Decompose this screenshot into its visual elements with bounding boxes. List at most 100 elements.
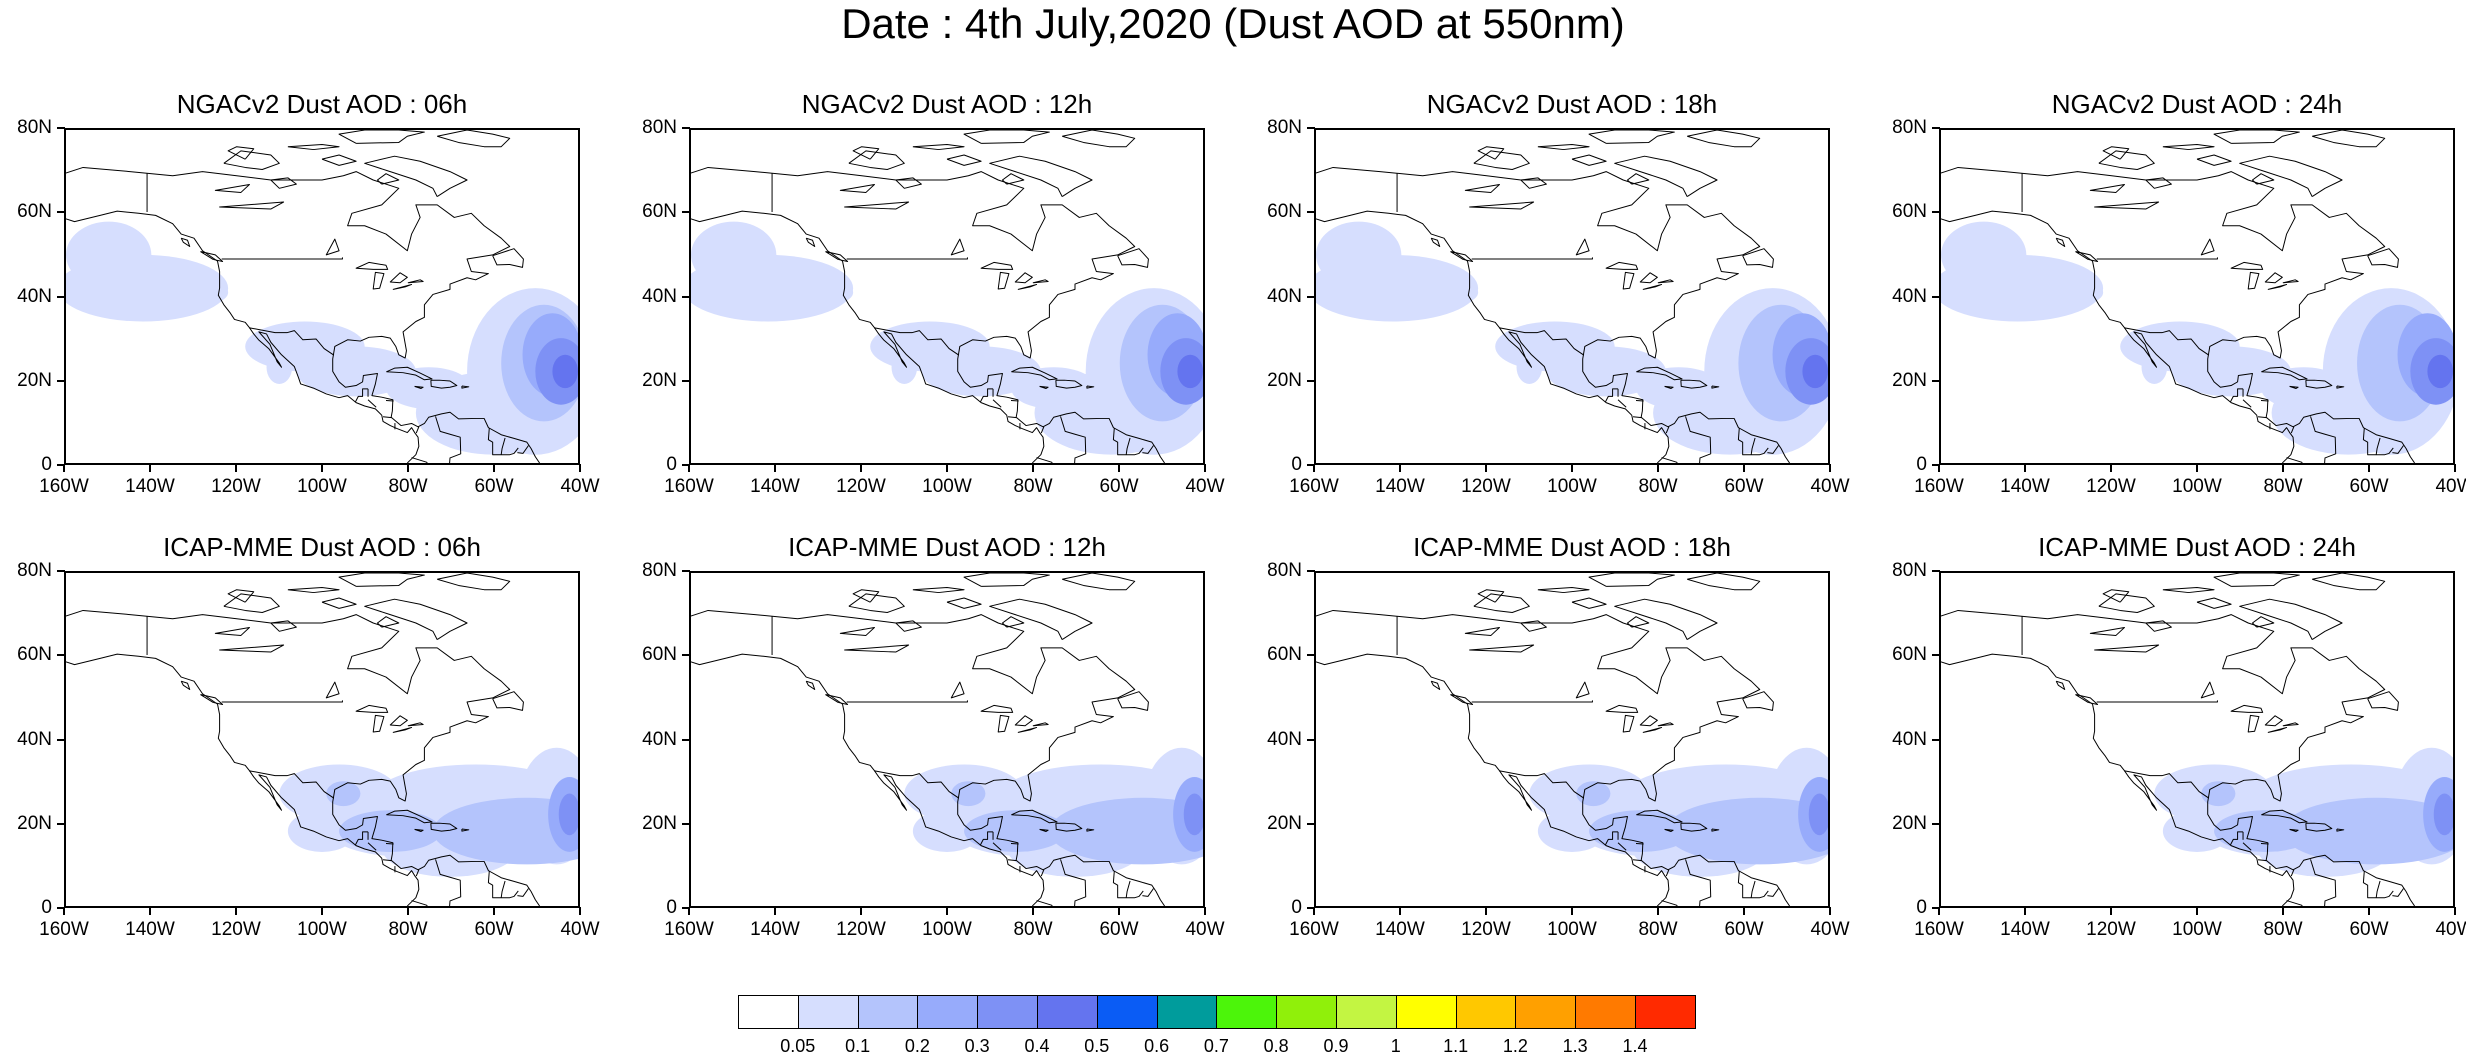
dust-region (287, 810, 357, 852)
latitude-tick-label: 0 (1916, 454, 1927, 475)
dust-region (266, 350, 293, 384)
coastline-segment (1011, 809, 1058, 824)
coastline-segment (1742, 248, 1774, 268)
dust-region (1576, 781, 1611, 807)
coastline-segment (2096, 700, 2218, 703)
dust-region (2282, 797, 2453, 865)
coastline-segment (1767, 445, 1779, 454)
dust-region (1665, 797, 1828, 865)
colorbar-label: 0.6 (1144, 1036, 1170, 1056)
latitude-tick-label: 80N (1267, 560, 1302, 581)
map-panel: NGACv2 Dust AOD : 24h 80N 60N 40N 20N 0 160W 14… (1875, 88, 2466, 508)
coastline-segment (912, 587, 965, 594)
latitude-tick-label: 80N (642, 560, 677, 581)
map-canvas (1316, 573, 1828, 906)
longitude-tick-label: 80W (1638, 919, 1678, 940)
lake-outline (214, 627, 250, 636)
longitude-tick-label: 60W (1724, 919, 1764, 940)
coastline-segment (1687, 573, 1761, 591)
coastline-segment (2286, 900, 2303, 906)
coastline-segment (1477, 589, 1505, 603)
coastline-segment (912, 144, 965, 151)
coastline-segment (1737, 427, 1769, 456)
coastline-segment (1571, 154, 1607, 166)
colorbar-swatch (1036, 995, 1098, 1029)
latitude-tick-mark (1932, 822, 1940, 825)
longitude-tick-label: 40W (1185, 919, 1225, 940)
longitude-tick-label: 40W (1810, 919, 1850, 940)
coastline-segment (338, 573, 425, 587)
coastline-segment (461, 828, 470, 832)
lake-outline (1657, 722, 1674, 727)
coastline-segment (1604, 831, 1619, 846)
longitude-tick-label: 40W (2435, 476, 2466, 497)
longitude-tick-label: 40W (560, 476, 600, 497)
longitude-tick-mark (860, 464, 862, 472)
coastline-segment (1588, 130, 1675, 144)
coastline-segment (437, 573, 511, 591)
coastline-segment (852, 146, 880, 160)
longitude-tick-label: 140W (125, 476, 175, 497)
longitude-tick-mark (688, 464, 690, 472)
coastline-segment (227, 146, 255, 160)
longitude-tick-label: 60W (1099, 476, 1139, 497)
coastline-segment (846, 257, 968, 260)
colorbar-swatch (977, 995, 1038, 1029)
coastline-segment (2289, 828, 2299, 832)
lake-outline (997, 271, 1010, 290)
coastline-segment (873, 770, 960, 799)
latitude-tick-label: 40N (1892, 728, 1927, 750)
latitude-tick-label: 0 (666, 454, 677, 475)
coastline-segment (852, 589, 880, 603)
latitude-tick-label: 20N (17, 369, 52, 391)
coastline-segment (1142, 445, 1154, 454)
dust-region (1177, 354, 1203, 389)
coastline-segment (2239, 598, 2343, 641)
coastline-segment (1430, 237, 1441, 247)
coastline-segment (1685, 859, 1712, 906)
longitude-tick-mark (1313, 907, 1315, 915)
latitude-tick-mark (57, 211, 65, 214)
coastline-segment (2286, 457, 2303, 463)
colorbar-swatch (1096, 995, 1158, 1029)
latitude-tick-label: 60N (17, 644, 52, 666)
dust-region (921, 346, 1041, 397)
longitude-tick-label: 120W (2086, 476, 2136, 497)
coastline-segment (2305, 379, 2333, 389)
map-frame (1939, 128, 2455, 465)
map-frame (1939, 571, 2455, 908)
coastline-segment (691, 653, 1045, 906)
longitude-tick-label: 140W (2000, 919, 2050, 940)
lake-outline (1642, 726, 1663, 733)
longitude-tick-mark (1657, 907, 1659, 915)
lake-outline (1032, 279, 1049, 284)
coastline-segment (1060, 859, 1087, 906)
longitude-tick-label: 80W (388, 919, 428, 940)
coastline-segment (1471, 257, 1593, 260)
coastline-segment (1039, 828, 1049, 832)
panel-title: NGACv2 Dust AOD : 18h (1426, 89, 1718, 119)
longitude-tick-mark (688, 907, 690, 915)
longitude-tick-label: 160W (39, 476, 89, 497)
coastline-segment (1737, 870, 1769, 899)
coastline-segment (1117, 691, 1149, 711)
lake-outline (1017, 726, 1038, 733)
longitude-tick-mark (63, 464, 65, 472)
map-panel: ICAP-MME Dust AOD : 12h 80N 60N 40N 20N 0 160W… (625, 531, 1224, 951)
latitude-tick-mark (1307, 379, 1315, 382)
dust-region (176, 279, 229, 305)
coastline-segment (2096, 257, 2218, 260)
coastline-segment (2261, 366, 2308, 381)
lake-outline (2089, 184, 2125, 193)
dust-aod-field (279, 747, 578, 877)
lake-outline (2230, 261, 2264, 270)
longitude-tick-mark (774, 907, 776, 915)
dust-region (326, 781, 361, 807)
latitude-tick-mark (682, 379, 690, 382)
panel-title: NGACv2 Dust AOD : 12h (801, 89, 1093, 119)
lake-outline (2264, 715, 2283, 727)
coastline-segment (287, 587, 340, 594)
dust-region (296, 346, 416, 397)
latitude-tick-mark (1307, 654, 1315, 657)
coastline-segment (963, 573, 1050, 587)
